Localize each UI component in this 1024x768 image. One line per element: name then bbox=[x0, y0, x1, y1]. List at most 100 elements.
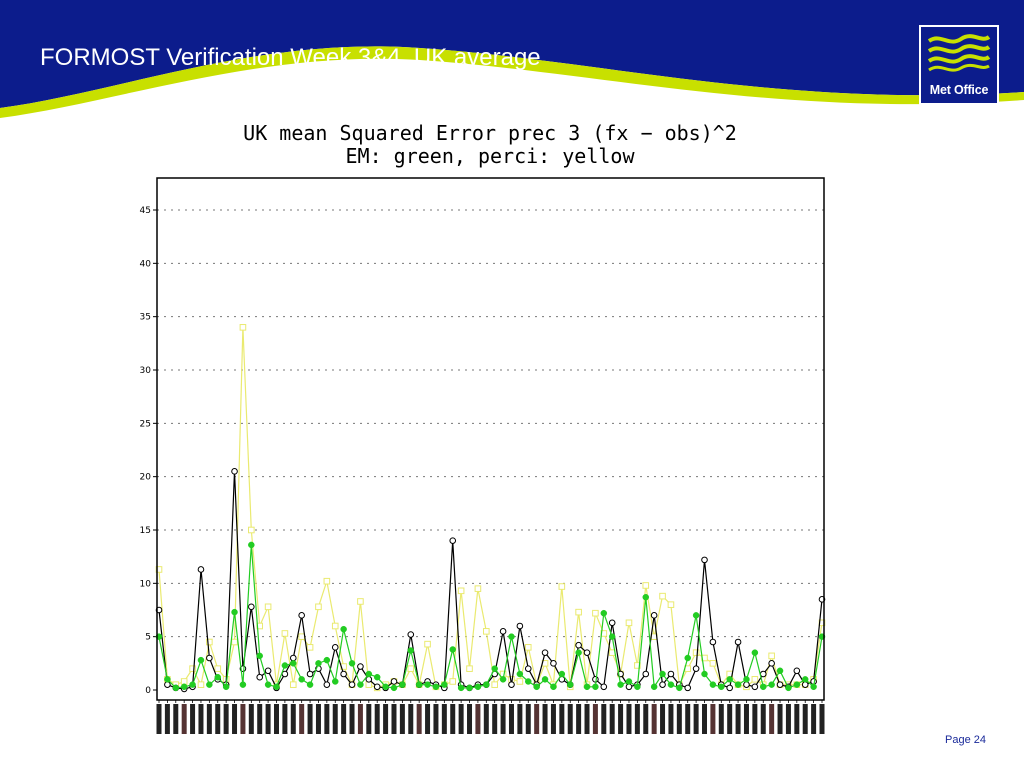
point-green-39 bbox=[483, 681, 490, 688]
y-tick-label-0: 0 bbox=[145, 686, 151, 696]
point-black-50 bbox=[575, 641, 582, 649]
point-green-70 bbox=[743, 676, 750, 683]
point-black-60 bbox=[659, 681, 666, 688]
x-tick-label-57 bbox=[634, 704, 640, 734]
x-tick-label-4 bbox=[190, 704, 196, 734]
point-yellow-9 bbox=[231, 638, 238, 646]
x-tick-label-7 bbox=[215, 704, 221, 734]
point-black-74 bbox=[776, 681, 784, 688]
point-green-55 bbox=[617, 681, 624, 688]
point-black-35 bbox=[449, 537, 457, 544]
x-tick-label-11 bbox=[248, 704, 254, 734]
point-green-33 bbox=[432, 683, 440, 691]
x-tick-label-50 bbox=[576, 704, 582, 734]
point-black-52 bbox=[592, 676, 599, 683]
point-yellow-58 bbox=[642, 582, 650, 589]
y-tick-label-7: 35 bbox=[140, 313, 151, 323]
point-black-43 bbox=[516, 622, 524, 630]
chart-title-block: UK mean Squared Error prec 3 (fx − obs)^… bbox=[0, 122, 980, 168]
point-black-28 bbox=[390, 678, 398, 685]
x-tick-label-59 bbox=[651, 704, 657, 734]
x-tick-label-24 bbox=[357, 704, 363, 734]
y-tick-label-4: 20 bbox=[140, 473, 152, 483]
chart-title: UK mean Squared Error prec 3 (fx − obs)^… bbox=[243, 121, 737, 145]
point-green-4 bbox=[189, 681, 196, 688]
point-black-23 bbox=[348, 681, 356, 688]
x-tick-label-62 bbox=[676, 704, 682, 734]
point-green-25 bbox=[365, 670, 373, 678]
point-green-77 bbox=[801, 676, 809, 683]
point-yellow-61 bbox=[667, 601, 675, 608]
point-green-2 bbox=[172, 684, 180, 692]
x-tick-label-28 bbox=[391, 704, 397, 734]
point-green-14 bbox=[273, 683, 280, 691]
point-green-68 bbox=[726, 676, 733, 683]
point-green-17 bbox=[298, 676, 305, 683]
point-yellow-21 bbox=[331, 622, 339, 630]
point-yellow-35 bbox=[449, 678, 457, 685]
point-green-31 bbox=[415, 681, 423, 688]
point-green-19 bbox=[315, 660, 322, 667]
point-green-9 bbox=[231, 608, 238, 616]
point-yellow-15 bbox=[281, 630, 289, 637]
x-tick-label-52 bbox=[592, 704, 598, 734]
point-black-5 bbox=[197, 566, 205, 573]
point-yellow-7 bbox=[214, 665, 222, 672]
point-green-46 bbox=[541, 676, 549, 683]
point-green-6 bbox=[206, 681, 213, 688]
point-yellow-43 bbox=[516, 678, 524, 685]
point-yellow-6 bbox=[206, 638, 213, 646]
point-green-42 bbox=[508, 633, 515, 640]
point-green-20 bbox=[323, 656, 331, 664]
x-tick-label-30 bbox=[408, 704, 414, 734]
x-tick-label-76 bbox=[794, 704, 800, 734]
point-black-59 bbox=[650, 612, 658, 619]
series-yellow bbox=[155, 324, 826, 692]
point-green-64 bbox=[692, 612, 700, 619]
x-tick-label-19 bbox=[315, 704, 321, 734]
point-green-15 bbox=[281, 662, 289, 669]
x-tick-label-79 bbox=[819, 704, 825, 734]
x-tick-label-0 bbox=[156, 704, 162, 734]
title-banner bbox=[0, 0, 1024, 119]
point-green-5 bbox=[197, 656, 205, 664]
point-yellow-56 bbox=[625, 619, 633, 627]
x-tick-label-66 bbox=[710, 704, 716, 734]
point-green-47 bbox=[550, 683, 557, 691]
x-tick-label-55 bbox=[618, 704, 624, 734]
x-tick-label-64 bbox=[693, 704, 699, 734]
x-tick-label-77 bbox=[802, 704, 808, 734]
x-tick-label-78 bbox=[811, 704, 817, 734]
point-green-78 bbox=[810, 683, 817, 691]
x-tick-label-17 bbox=[299, 704, 305, 734]
point-yellow-16 bbox=[289, 681, 297, 688]
x-tick-label-63 bbox=[685, 704, 691, 734]
point-green-30 bbox=[407, 647, 415, 654]
y-tick-label-2: 10 bbox=[140, 579, 152, 589]
x-tick-label-9 bbox=[232, 704, 238, 734]
point-green-69 bbox=[734, 681, 742, 688]
point-yellow-50 bbox=[575, 608, 582, 616]
y-tick-label-6: 30 bbox=[140, 366, 152, 376]
x-tick-label-69 bbox=[735, 704, 741, 734]
point-black-65 bbox=[701, 556, 708, 564]
banner-background bbox=[0, 0, 1024, 108]
point-black-51 bbox=[583, 649, 591, 656]
x-axis-ticks bbox=[156, 700, 825, 734]
point-black-76 bbox=[793, 667, 801, 675]
banner-swoosh bbox=[0, 46, 1024, 119]
x-tick-label-42 bbox=[508, 704, 514, 734]
point-yellow-0 bbox=[155, 566, 163, 573]
point-yellow-73 bbox=[768, 652, 775, 660]
point-black-66 bbox=[709, 638, 717, 646]
point-yellow-44 bbox=[524, 644, 532, 651]
point-green-75 bbox=[785, 684, 792, 692]
point-green-51 bbox=[583, 683, 591, 691]
point-black-69 bbox=[734, 638, 742, 646]
logo-waves-icon bbox=[927, 34, 991, 72]
x-tick-label-25 bbox=[366, 704, 372, 734]
point-yellow-25 bbox=[365, 681, 373, 688]
point-yellow-39 bbox=[483, 628, 490, 635]
point-green-18 bbox=[306, 681, 314, 688]
point-black-9 bbox=[231, 468, 238, 475]
